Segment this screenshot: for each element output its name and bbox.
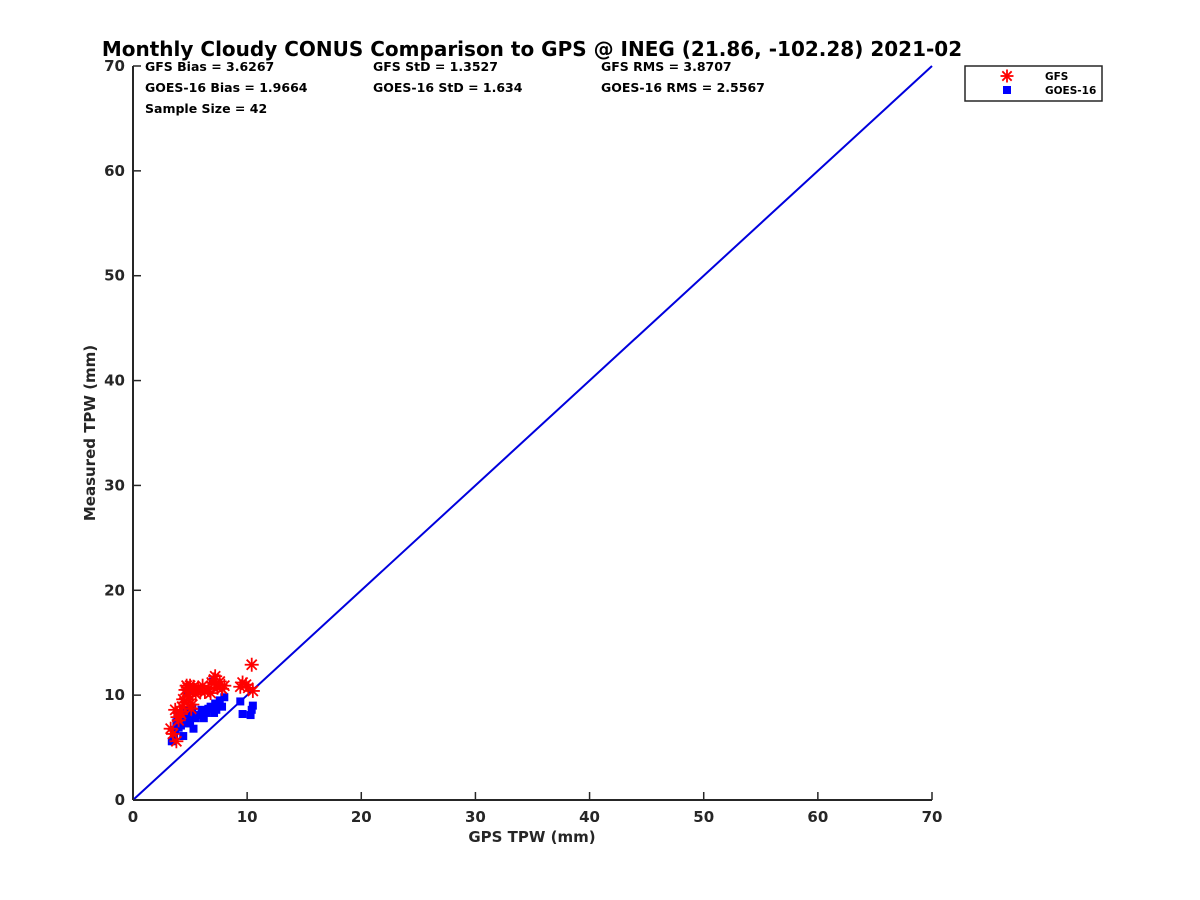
goes16-point bbox=[247, 705, 256, 714]
x-tick-label: 20 bbox=[351, 808, 372, 826]
x-tick-label: 0 bbox=[128, 808, 138, 826]
statistics-block: GFS Bias = 3.6267 GFS StD = 1.3527 GFS R… bbox=[145, 59, 765, 116]
goes16-point bbox=[238, 710, 247, 719]
chart-title: Monthly Cloudy CONUS Comparison to GPS @… bbox=[102, 37, 962, 61]
x-tick-label: 60 bbox=[807, 808, 828, 826]
reference-line-group bbox=[132, 65, 933, 801]
x-tick-label: 10 bbox=[237, 808, 258, 826]
gfs-point bbox=[203, 686, 218, 701]
goes16-point bbox=[171, 725, 180, 734]
goes16-point bbox=[198, 708, 207, 717]
goes16-point bbox=[236, 697, 245, 706]
x-tick-label: 70 bbox=[922, 808, 943, 826]
gfs-point bbox=[173, 707, 188, 722]
goes16-point bbox=[218, 702, 227, 711]
stat-goes16-std: GOES-16 StD = 1.634 bbox=[373, 80, 523, 95]
x-axis-label: GPS TPW (mm) bbox=[468, 828, 595, 846]
legend-gfs-marker bbox=[1000, 69, 1014, 83]
goes16-point bbox=[212, 705, 221, 714]
stat-goes16-rms: GOES-16 RMS = 2.5567 bbox=[601, 80, 765, 95]
y-tick-label: 60 bbox=[104, 162, 125, 180]
y-tick-group: 0 10 20 30 40 50 60 70 bbox=[104, 57, 141, 809]
legend-goes16-marker bbox=[1003, 86, 1011, 94]
goes16-point bbox=[246, 711, 255, 720]
gfs-point bbox=[245, 683, 260, 698]
legend-gfs-label: GFS bbox=[1045, 71, 1068, 83]
legend-gfs-asterisk bbox=[1000, 69, 1014, 83]
x-tick-label: 30 bbox=[465, 808, 486, 826]
stat-gfs-bias: GFS Bias = 3.6267 bbox=[145, 59, 274, 74]
y-tick-label: 20 bbox=[104, 581, 125, 599]
goes16-point bbox=[211, 699, 220, 708]
y-tick-label: 10 bbox=[104, 686, 125, 704]
gfs-point bbox=[187, 682, 202, 697]
one-to-one-line bbox=[132, 65, 933, 801]
plot-area bbox=[132, 66, 932, 801]
gfs-point bbox=[209, 677, 224, 692]
goes16-point bbox=[199, 714, 208, 723]
y-tick-label: 70 bbox=[104, 57, 125, 75]
y-tick-label: 50 bbox=[104, 267, 125, 285]
goes16-point bbox=[220, 693, 229, 702]
y-tick-label: 0 bbox=[115, 791, 125, 809]
legend-goes16-label: GOES-16 bbox=[1045, 85, 1096, 97]
series-gfs bbox=[163, 657, 260, 749]
x-tick-label: 50 bbox=[693, 808, 714, 826]
goes16-point bbox=[206, 702, 215, 711]
goes16-point bbox=[189, 724, 198, 733]
y-tick-label: 30 bbox=[104, 476, 125, 494]
goes16-point bbox=[179, 732, 188, 741]
stat-sample-size: Sample Size = 42 bbox=[145, 101, 267, 116]
legend-box bbox=[964, 65, 1103, 102]
goes16-point bbox=[186, 717, 195, 726]
goes16-point bbox=[248, 701, 257, 710]
goes16-point bbox=[215, 696, 224, 705]
stat-gfs-std: GFS StD = 1.3527 bbox=[373, 59, 498, 74]
x-tick-label: 40 bbox=[579, 808, 600, 826]
y-tick-label: 40 bbox=[104, 372, 125, 390]
x-tick-group: 0 10 20 30 40 50 60 70 bbox=[128, 792, 943, 826]
y-axis-label: Measured TPW (mm) bbox=[81, 345, 99, 521]
stat-goes16-bias: GOES-16 Bias = 1.9664 bbox=[145, 80, 308, 95]
gfs-point bbox=[169, 734, 184, 749]
legend: GFS GOES-16 bbox=[964, 65, 1103, 102]
gfs-point bbox=[181, 689, 196, 704]
stat-gfs-rms: GFS RMS = 3.8707 bbox=[601, 59, 732, 74]
gfs-point bbox=[244, 657, 259, 672]
